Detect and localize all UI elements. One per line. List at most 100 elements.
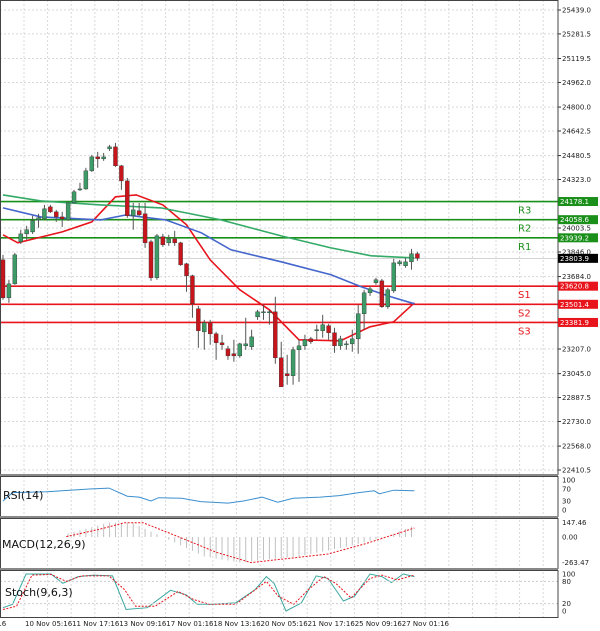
level-price-tag <box>558 215 598 225</box>
y-tick-label: 22887.5 <box>562 394 591 402</box>
candle-bearish <box>213 333 219 343</box>
candle-bullish <box>154 235 160 278</box>
candle-bullish <box>42 208 47 220</box>
moving-average-line-1 <box>2 207 415 305</box>
candle-bearish <box>279 357 284 388</box>
candle-bullish <box>296 345 302 350</box>
x-tick-label: 20 Nov 05:16 <box>261 620 309 628</box>
candle-bullish <box>385 289 390 307</box>
grid <box>0 0 558 617</box>
panel-frame <box>0 570 559 618</box>
candle-bullish <box>65 202 71 221</box>
y-tick-label: 24642.5 <box>562 127 591 135</box>
candle-bullish <box>36 217 41 221</box>
candle-bearish <box>178 242 183 266</box>
candle-bullish <box>397 261 402 265</box>
rsi-tick-label: 100 <box>562 477 575 485</box>
x-tick-label: 17 Nov 01:16 <box>166 620 214 628</box>
level-name-r2: R2 <box>518 224 531 235</box>
moving-average-line-2 <box>2 194 415 259</box>
x-tick-label: 13 Nov 09:16 <box>119 620 167 628</box>
candle-bullish <box>267 311 272 314</box>
candle-bearish <box>284 373 290 376</box>
candle-bearish <box>415 253 420 259</box>
x-tick-label: 27 Nov 01:16 <box>402 620 450 628</box>
candle-bullish <box>107 146 112 150</box>
level-price-label: 24058.6 <box>560 216 589 224</box>
candle-bearish <box>332 332 337 347</box>
level-price-label: 23381.9 <box>560 319 589 327</box>
current-price-tag <box>558 253 598 263</box>
candle-bullish <box>320 324 325 331</box>
candle-bullish <box>356 313 361 340</box>
macd-tick-label: 0.00 <box>562 534 578 542</box>
stoch-tick-label: 20 <box>562 600 571 608</box>
candle-bullish <box>166 238 171 244</box>
candle-bullish <box>18 233 23 242</box>
candle-bearish <box>119 165 124 182</box>
y-tick-label: 23846.0 <box>562 248 591 256</box>
candle-bullish <box>338 338 343 347</box>
y-tick-label: 22568.0 <box>562 443 591 451</box>
candle-bullish <box>409 253 414 263</box>
candle-bullish <box>344 343 349 346</box>
candle-bullish <box>6 283 12 299</box>
candle-bearish <box>190 275 195 304</box>
stoch-signal-line <box>2 573 415 610</box>
x-tick-label: 13:16 <box>0 620 7 628</box>
candle-bullish <box>71 191 77 204</box>
stoch-tick-label: 80 <box>562 578 571 586</box>
level-price-label: 23939.2 <box>560 234 589 242</box>
candle-bearish <box>125 180 130 217</box>
candle-bullish <box>89 156 95 172</box>
stoch-tick-label: 100 <box>562 571 575 579</box>
candle-bullish <box>403 261 408 266</box>
y-tick-label: 23045.0 <box>562 370 591 378</box>
level-name-s3: S3 <box>518 326 531 337</box>
candle-bullish <box>314 329 319 331</box>
y-tick-label: 24962.0 <box>562 79 591 87</box>
candle-bullish <box>290 349 296 376</box>
y-tick-label: 25439.0 <box>562 7 591 15</box>
y-tick-label: 24480.5 <box>562 152 591 160</box>
candle-bullish <box>249 336 254 347</box>
candle-bullish <box>261 311 266 314</box>
level-name-r3: R3 <box>518 206 531 217</box>
candle-bearish <box>273 311 278 359</box>
candle-bullish <box>24 229 29 235</box>
rsi-tick-label: 70 <box>562 486 571 494</box>
candle-bullish <box>391 262 396 292</box>
x-tick-label: 25 Nov 09:16 <box>355 620 403 628</box>
price-axis: 25439.0 25281.5 25119.5 24962.0 24800.0 24642… <box>558 7 598 616</box>
level-price-label: 24178.1 <box>560 198 589 206</box>
y-tick-label: 24800.0 <box>562 104 591 112</box>
candle-bullish <box>101 156 106 160</box>
level-price-label: 23620.8 <box>560 283 589 291</box>
level-name-s1: S1 <box>518 290 531 301</box>
candle-bearish <box>308 338 314 342</box>
candle-bearish <box>326 325 331 333</box>
level-name-s2: S2 <box>518 308 531 319</box>
candle-bearish <box>113 146 118 167</box>
panel-frames <box>0 0 559 618</box>
candle-bearish <box>0 259 6 299</box>
candle-bearish <box>196 308 201 331</box>
candle-bearish <box>225 348 231 357</box>
candle-bullish <box>255 311 260 318</box>
y-tick-label: 25119.5 <box>562 55 591 63</box>
moving-averages <box>2 194 415 342</box>
y-tick-label: 25281.5 <box>562 30 591 38</box>
candle-bearish <box>184 263 189 277</box>
candle-bearish <box>60 216 65 220</box>
y-tick-label: 22410.5 <box>562 467 591 475</box>
y-tick-label: 23684.0 <box>562 273 591 281</box>
candle-bullish <box>202 322 207 333</box>
candle-bullish <box>361 292 367 314</box>
macd-signal-line <box>66 522 415 564</box>
y-tick-label: 24003.5 <box>562 225 591 233</box>
candle-bullish <box>367 288 373 294</box>
candle-bullish <box>302 339 308 347</box>
candle-bearish <box>54 211 59 218</box>
rsi-line <box>2 487 415 504</box>
